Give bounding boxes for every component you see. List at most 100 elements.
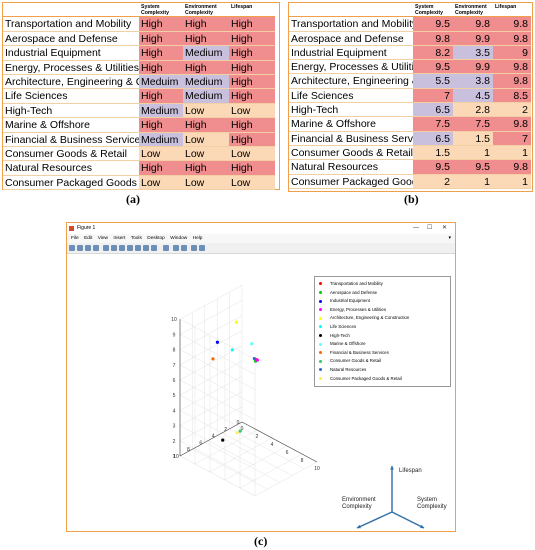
y-tick-label: 2 — [256, 434, 259, 440]
wall-gridline — [179, 379, 256, 421]
data-cursor-icon[interactable] — [143, 245, 149, 251]
table-cell: Medium — [183, 89, 229, 104]
header-cell: Lifespan — [493, 3, 531, 18]
legend-entry: Architecture, Engineering & Construction — [319, 315, 409, 321]
zoom-out-icon[interactable] — [119, 245, 125, 251]
header-cell — [3, 3, 139, 18]
table-cell: 6.5 — [413, 103, 453, 118]
row-label: Consumer Goods & Retail — [3, 146, 139, 162]
menu-edit[interactable]: Edit — [84, 236, 93, 241]
header-cell: Environment Complexity — [453, 3, 493, 18]
data-point[interactable] — [252, 356, 256, 361]
data-point[interactable] — [215, 340, 220, 344]
hide-tools-icon[interactable] — [191, 245, 197, 251]
floor-gridline — [224, 445, 288, 481]
menu-insert[interactable]: Insert — [113, 236, 126, 241]
legend-label: Financial & Business Services — [330, 349, 389, 355]
data-point[interactable] — [250, 342, 254, 346]
table-cell: High — [183, 60, 229, 75]
legend-label: Consumer Goods & Retail — [330, 358, 382, 364]
menu-window[interactable]: Window — [170, 236, 188, 241]
new-figure-icon[interactable] — [69, 245, 75, 251]
plot-area: 0 2 4 6 8 10 0 2 4 6 8 10 1 2 3 4 5 6 7 8 9 10 Lifespan Environ… — [67, 254, 455, 531]
brush-icon[interactable] — [151, 245, 157, 251]
pointer-icon[interactable] — [103, 245, 109, 251]
table-cell: High — [229, 60, 275, 75]
table-cell: 9.9 — [453, 60, 493, 75]
data-point[interactable] — [234, 320, 238, 324]
wall-gridline — [179, 406, 243, 442]
data-point[interactable] — [230, 348, 234, 352]
wall-gridline — [179, 345, 243, 381]
table-cell: 9.5 — [453, 160, 493, 175]
legend-marker — [319, 333, 322, 337]
x-tick-label: 0 — [237, 420, 240, 426]
menu-file[interactable]: File — [71, 236, 79, 241]
table-cell: 4.5 — [453, 88, 493, 104]
legend-icon[interactable] — [181, 245, 187, 251]
floor-gridline — [229, 428, 305, 470]
menu-tools[interactable]: Tools — [130, 236, 142, 241]
table-cell: 8.5 — [493, 88, 531, 104]
legend-marker — [319, 290, 322, 294]
row-label: Natural Resources — [289, 160, 413, 175]
z-tick-label: 1 — [173, 454, 176, 460]
z-tick-label: 2 — [173, 439, 176, 445]
legend-entry: Aerospace and Defense — [319, 290, 377, 296]
z-tick-label: 7 — [173, 363, 176, 369]
menu-view[interactable]: View — [97, 236, 109, 241]
data-point[interactable] — [211, 357, 215, 361]
save-icon[interactable] — [85, 245, 91, 251]
open-file-icon[interactable] — [77, 245, 83, 251]
table-a-grid: System Complexity Environment Complexity L… — [3, 3, 279, 191]
floor-gridline — [194, 429, 258, 465]
table-cell: 7 — [413, 88, 453, 104]
menu-dock-icon[interactable]: ▾ — [448, 235, 451, 241]
legend-label: Life Sciences — [330, 324, 357, 329]
table-cell: High — [139, 89, 183, 104]
data-point[interactable] — [221, 438, 225, 442]
legend-entry: Marine & Offshore — [319, 341, 366, 347]
menu-help[interactable]: Help — [192, 236, 203, 241]
table-b-grid: System Complexity Environment Complexity L… — [289, 3, 532, 189]
legend-entry: Life Sciences — [319, 324, 356, 330]
close-button[interactable]: ✕ — [442, 225, 448, 231]
data-point[interactable] — [255, 358, 259, 362]
row-label: Industrial Equipment — [3, 46, 139, 61]
rotate-icon[interactable] — [135, 245, 141, 251]
link-icon[interactable] — [163, 245, 169, 251]
show-tools-icon[interactable] — [199, 245, 205, 251]
legend-entry: Consumer Packaged Goods & Retail — [319, 376, 402, 382]
header-cell: System Complexity — [413, 3, 453, 18]
legend-marker — [319, 282, 322, 286]
minimize-button[interactable]: — — [413, 225, 419, 231]
table-cell: High — [183, 161, 229, 176]
table-cell: High — [139, 60, 183, 75]
matlab-logo-icon — [69, 226, 74, 231]
colorbar-icon[interactable] — [173, 245, 179, 251]
table-cell: Low — [183, 175, 229, 191]
table-cell: 1 — [493, 174, 531, 189]
row-label: Transportation and Mobility — [3, 17, 139, 32]
pan-icon[interactable] — [127, 245, 133, 251]
row-label: High-Tech — [289, 103, 413, 118]
table-cell: High — [229, 89, 275, 104]
chart-legend[interactable]: Transportation and Mobility Aerospace and… — [314, 276, 451, 387]
zoom-in-icon[interactable] — [111, 245, 117, 251]
table-b: System Complexity Environment Complexity L… — [288, 2, 533, 192]
data-point[interactable] — [235, 431, 239, 435]
scatter3-plot[interactable]: 0246810024681012345678910LifespanEnviron… — [67, 254, 455, 531]
table-cell: 2 — [413, 174, 453, 189]
data-point[interactable] — [238, 429, 242, 433]
table-cell: 7 — [493, 131, 531, 146]
table-cell: High — [139, 17, 183, 32]
axis-line — [179, 421, 243, 457]
table-cell: 9 — [493, 45, 531, 61]
table-cell: Low — [139, 175, 183, 191]
lifespan-arrow-head — [390, 466, 394, 470]
table-cell: High — [229, 31, 275, 47]
maximize-button[interactable]: ☐ — [427, 225, 433, 231]
table-cell: Low — [183, 103, 229, 119]
print-icon[interactable] — [93, 245, 99, 251]
menu-desktop[interactable]: Desktop — [147, 236, 165, 241]
